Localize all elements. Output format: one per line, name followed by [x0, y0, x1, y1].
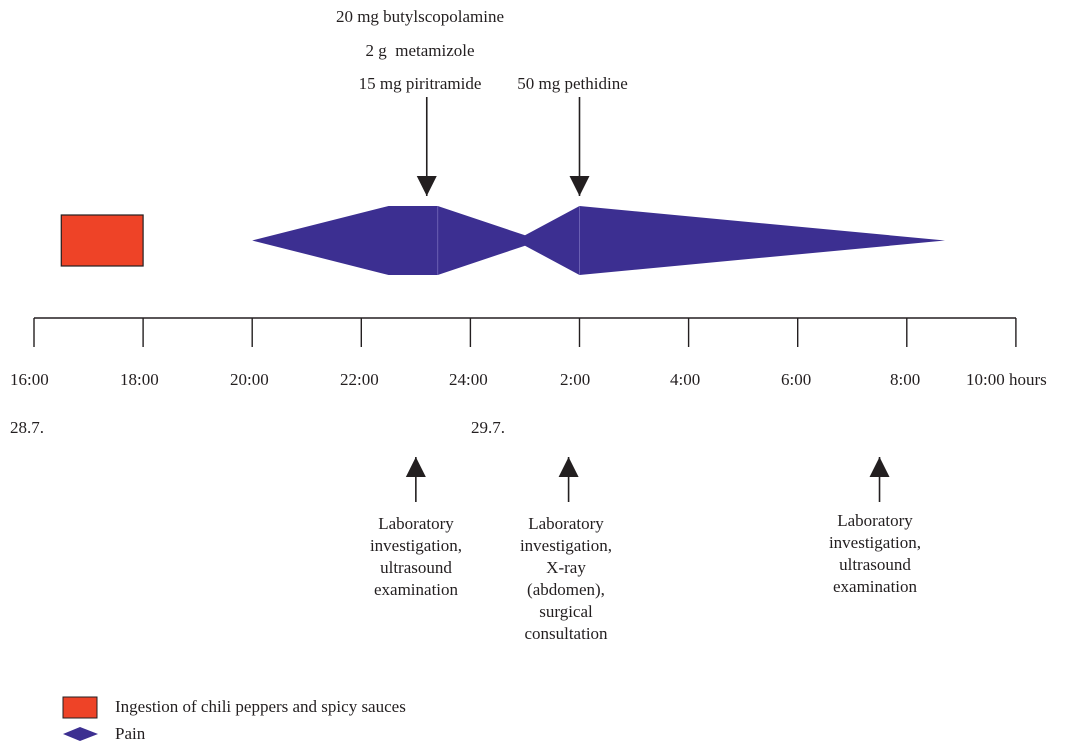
tick-label: 18:00	[120, 370, 159, 389]
date-label: 28.7.	[10, 418, 44, 437]
tick-label: 24:00	[449, 370, 488, 389]
investigation-label: Laboratory investigation, ultrasound exa…	[828, 511, 922, 596]
tick-label: 22:00	[340, 370, 379, 389]
medication-arrow	[416, 97, 437, 196]
medication-label: 20 mg butylscopolamine	[335, 7, 505, 26]
tick-label: 20:00	[230, 370, 269, 389]
tick-label: 8:00	[890, 370, 921, 389]
medication-label: 2 g metamizole	[365, 41, 475, 60]
tick-label: 4:00	[670, 370, 701, 389]
legend-ingestion-label: Ingestion of chili peppers and spicy sau…	[115, 697, 406, 716]
tick-label: 6:00	[781, 370, 812, 389]
tick-label: 2:00	[560, 370, 591, 389]
medication-arrow	[569, 97, 590, 196]
legend-ingestion-swatch	[62, 696, 98, 719]
medication-label: 50 mg pethidine	[517, 74, 628, 93]
investigation-arrow	[558, 457, 579, 502]
medication-label: 15 mg piritramide	[358, 74, 482, 93]
investigation-label: Laboratory investigation, ultrasound exa…	[369, 514, 463, 599]
legend-pain-swatch	[63, 727, 98, 741]
ingestion-bar	[60, 214, 144, 267]
legend-pain-label: Pain	[115, 724, 146, 743]
investigation-arrow	[405, 457, 426, 502]
tick-label: 16:00	[10, 370, 49, 389]
date-label: 29.7.	[471, 418, 505, 437]
tick-label: 10:00 hours	[966, 370, 1047, 389]
investigation-arrow	[869, 457, 890, 502]
investigation-label: Laboratory investigation, X-ray (abdomen…	[519, 514, 613, 643]
pain-shape	[252, 206, 945, 275]
